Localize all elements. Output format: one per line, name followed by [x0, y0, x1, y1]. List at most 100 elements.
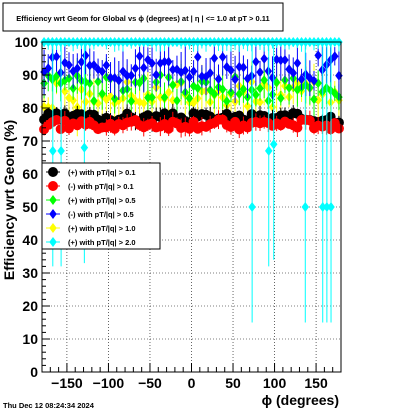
data-point: [77, 56, 86, 67]
legend-marker: [49, 209, 57, 219]
data-point: [181, 65, 190, 76]
series-3: [40, 42, 343, 104]
data-point: [239, 62, 248, 73]
data-point: [81, 96, 90, 107]
data-point: [272, 77, 281, 88]
data-point: [169, 64, 177, 75]
data-point: [173, 95, 181, 106]
data-point: [123, 70, 131, 81]
data-point: [148, 58, 156, 69]
legend-marker: [48, 181, 58, 191]
data-point: [210, 53, 219, 64]
legend-label: (+) with pT/|q| > 0.5: [68, 196, 136, 205]
y-axis-label: Efficiency wrt Geom (%): [1, 120, 17, 280]
data-point: [98, 88, 106, 99]
data-point-outlier: [49, 145, 57, 156]
data-point: [44, 63, 52, 74]
data-point: [86, 78, 94, 89]
data-point: [198, 71, 206, 82]
data-point: [127, 70, 136, 81]
data-point: [65, 60, 73, 71]
legend-label: (+) with pT/|q| > 1.0: [68, 224, 136, 233]
y-tick-label: 10: [22, 331, 38, 347]
x-tick-label: 150: [304, 375, 328, 391]
data-point: [281, 55, 289, 66]
legend-marker: [49, 237, 57, 247]
data-point: [164, 56, 173, 67]
y-tick-label: 50: [22, 199, 38, 215]
data-point: [189, 97, 198, 108]
legend-label: (-) with pT/|q| > 0.5: [68, 210, 134, 219]
legend-label: (+) with pT/|q| > 2.0: [68, 238, 136, 247]
data-point-outlier: [318, 202, 327, 212]
data-point: [214, 74, 223, 85]
axes: 0 10 20 30 40 50 60 70 80 90 100 −150 −100 −50 0 50 100 1…: [15, 34, 342, 391]
data-point: [314, 50, 322, 61]
data-point: [218, 84, 227, 95]
data-point: [218, 52, 227, 63]
data-point: [127, 96, 136, 107]
data-point: [310, 94, 318, 105]
data-point: [260, 75, 268, 86]
data-point: [169, 95, 177, 106]
data-point: [148, 92, 156, 103]
data-point: [193, 51, 202, 62]
data-point: [98, 66, 106, 77]
legend-label: (+) with pT/|q| > 0.1: [68, 168, 136, 177]
data-point: [189, 66, 198, 77]
data-point-outlier: [80, 142, 89, 153]
data-point: [235, 88, 244, 99]
data-point: [106, 72, 115, 83]
y-tick-label: 80: [22, 100, 38, 116]
data-point: [160, 92, 169, 103]
grid-lines: [42, 41, 341, 373]
data-point: [256, 83, 264, 94]
y-tick-label: 40: [22, 232, 38, 248]
data-point: [239, 84, 248, 95]
data-point: [131, 63, 140, 74]
data-point: [160, 56, 169, 67]
x-tick-label: −50: [138, 375, 162, 391]
data-point: [169, 80, 177, 91]
legend-marker: [49, 195, 57, 205]
data-point: [51, 114, 62, 125]
data-point: [243, 101, 252, 112]
data-point: [289, 68, 297, 79]
legend-label: (-) with pT/|q| > 0.1: [68, 182, 134, 191]
data-point: [61, 57, 69, 68]
data-point: [277, 93, 285, 104]
data-point: [268, 102, 277, 113]
data-point: [277, 55, 285, 66]
data-point: [193, 83, 202, 94]
data-point: [65, 73, 73, 84]
data-point: [52, 51, 61, 62]
x-tick-label: −150: [51, 375, 83, 391]
data-point-outlier: [269, 139, 278, 150]
data-point: [285, 82, 293, 93]
x-axis-label: ϕ (degrees): [262, 392, 339, 408]
data-point-outlier: [248, 202, 256, 212]
data-point: [227, 65, 235, 76]
data-point: [81, 50, 90, 61]
data-point: [102, 60, 111, 71]
x-tick-label: 50: [225, 375, 241, 391]
data-point: [293, 58, 302, 69]
data-point: [223, 96, 231, 107]
y-tick-label: 100: [15, 34, 39, 50]
data-point: [252, 56, 260, 67]
data-point: [61, 86, 69, 97]
data-point: [139, 98, 148, 109]
x-tick-label: 100: [263, 375, 287, 391]
data-point: [206, 68, 214, 79]
x-tick-label: 0: [188, 375, 196, 391]
y-tick-label: 70: [22, 133, 38, 149]
data-point: [144, 92, 152, 103]
data-point: [185, 72, 194, 83]
data-point: [292, 122, 303, 133]
data-point: [135, 51, 144, 62]
y-tick-label: 20: [22, 298, 38, 314]
data-point: [231, 74, 239, 85]
legend-marker: [48, 167, 58, 177]
data-point: [69, 95, 77, 106]
